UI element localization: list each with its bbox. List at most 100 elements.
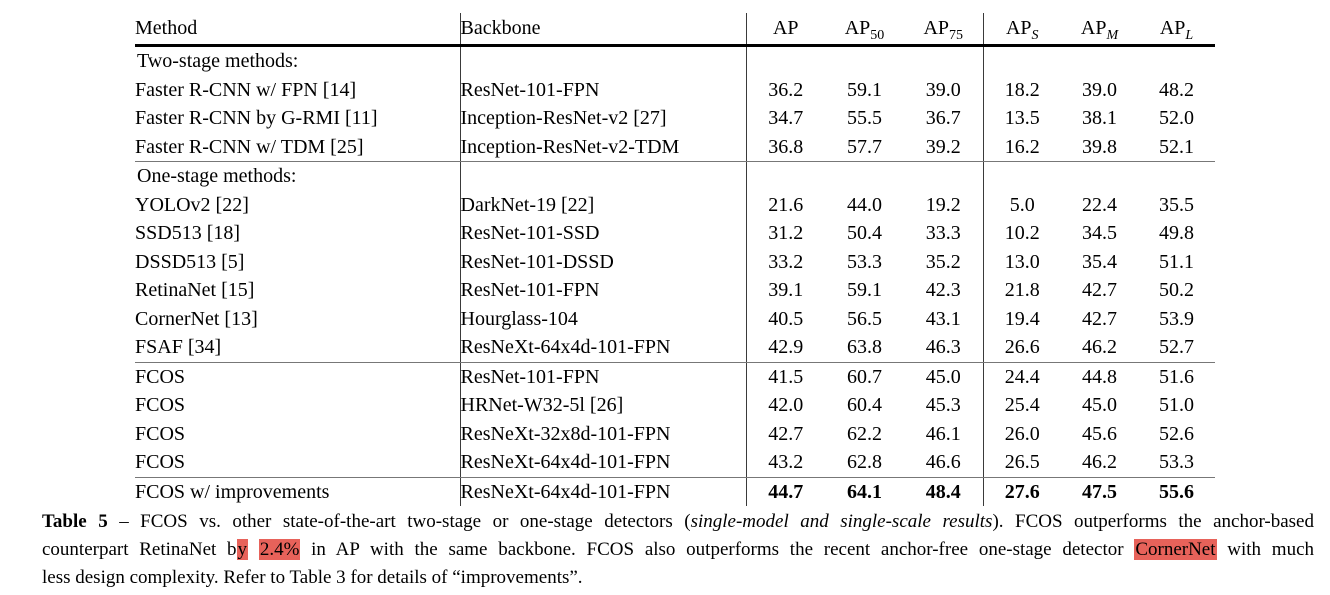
- method-cell: Faster R-CNN w/ TDM [25]: [135, 132, 461, 162]
- backbone-cell: Hourglass-104: [460, 304, 747, 333]
- column-header: Method: [135, 13, 461, 47]
- metric-cell: 62.2: [847, 422, 882, 445]
- metric-cell: [983, 46, 1061, 76]
- metric-cell: 24.4: [1004, 365, 1040, 388]
- section-row: Two-stage methods:: [135, 45, 1215, 76]
- metric-cell: 45.3: [904, 391, 984, 420]
- metric-cell: 52.6: [1159, 422, 1194, 445]
- metric-cell: 41.5: [768, 365, 804, 388]
- metric-cell: 39.1: [768, 279, 804, 301]
- caption-text: with much: [1216, 539, 1315, 560]
- table-row: FCOS ResNeXt-64x4d-101-FPN 43.2 62.8 46.6 26.…: [135, 448, 1215, 478]
- metric-cell: 40.5: [768, 307, 804, 330]
- metric-cell: 21.6: [768, 193, 804, 216]
- metric-cell: 45.0: [904, 362, 984, 391]
- table-caption: Table 5 – FCOS vs. other state-of-the-ar…: [42, 508, 1314, 592]
- method-cell: FCOS: [135, 362, 461, 391]
- metric-cell: 63.8: [825, 333, 904, 363]
- caption-text: Table 5: [42, 511, 108, 532]
- metric-cell: 36.2: [768, 78, 804, 101]
- metric-cell: 42.7: [1082, 279, 1117, 301]
- backbone-cell: DarkNet-19 [22]: [460, 190, 747, 219]
- metric-cell: [825, 162, 904, 191]
- metric-cell: 26.6: [983, 333, 1061, 363]
- metric-cell: [825, 46, 904, 76]
- column-header-subscript: 75: [949, 28, 964, 43]
- metric-cell: 45.0: [1082, 394, 1117, 416]
- backbone-cell: ResNet-101-DSSD: [460, 247, 747, 276]
- metric-cell: 43.1: [904, 304, 984, 333]
- backbone-cell: Inception-ResNet-v2 [27]: [460, 104, 747, 133]
- caption-line: counterpart RetinaNet by 2.4% in AP with…: [42, 536, 1314, 564]
- metric-cell: 45.6: [1082, 422, 1117, 445]
- column-header-subscript: M: [1106, 28, 1119, 43]
- method-cell: FSAF [34]: [135, 333, 461, 363]
- metric-cell: 21.8: [1004, 279, 1040, 301]
- results-table: Method Backbone AP AP50 AP75 APS APM APL Two-st…: [135, 13, 1215, 506]
- caption-text: [248, 539, 259, 560]
- metric-cell: 31.2: [768, 222, 804, 244]
- metric-cell: 42.7: [1082, 307, 1117, 330]
- metric-cell: 39.0: [904, 75, 984, 104]
- table-row: FCOS ResNet-101-FPN 41.5 60.7 45.0 24.4 44.8 51…: [135, 362, 1215, 391]
- metric-cell: 52.0: [1159, 107, 1194, 129]
- metric-cell: 59.1: [847, 279, 882, 301]
- metric-cell: 26.5: [983, 448, 1061, 478]
- method-cell: SSD513 [18]: [135, 219, 461, 248]
- metric-cell: 42.7: [768, 422, 804, 445]
- metric-cell: 43.2: [746, 448, 825, 478]
- column-header: AP: [746, 13, 825, 47]
- metric-cell: 44.0: [847, 193, 882, 216]
- highlight-annotation: CornerNet: [1134, 539, 1217, 560]
- caption-text: – FCOS vs. other state-of-the-art two-st…: [107, 511, 691, 532]
- column-header-subscript: L: [1185, 28, 1194, 43]
- column-header: APL: [1138, 13, 1215, 47]
- metric-cell: 22.4: [1082, 193, 1117, 216]
- metric-cell: 53.3: [1138, 448, 1215, 478]
- metric-cell: 51.1: [1159, 250, 1194, 273]
- metric-cell: 53.9: [1159, 307, 1194, 330]
- metric-cell: 60.4: [847, 394, 882, 416]
- metric-cell: 39.0: [1082, 78, 1117, 101]
- metric-cell: 51.6: [1159, 365, 1194, 388]
- column-header: APM: [1061, 13, 1138, 47]
- table-row: RetinaNet [15] ResNet-101-FPN 39.1 59.1 42.3…: [135, 276, 1215, 305]
- table-row: FSAF [34] ResNeXt-64x4d-101-FPN 42.9 63.8 46…: [135, 333, 1215, 363]
- method-cell: CornerNet [13]: [135, 304, 461, 333]
- backbone-cell: [460, 161, 747, 191]
- metric-cell: 34.5: [1082, 222, 1117, 244]
- metric-cell: 55.6: [1159, 480, 1194, 503]
- highlight-annotation: y: [236, 539, 249, 560]
- metric-cell: 35.5: [1159, 193, 1194, 216]
- metric-cell: 46.2: [1061, 448, 1138, 478]
- table-row: CornerNet [13] Hourglass-104 40.5 56.5 43.1 1…: [135, 304, 1215, 333]
- metric-cell: 5.0: [1009, 193, 1035, 216]
- table-row: DSSD513 [5] ResNet-101-DSSD 33.2 53.3 35.2 13…: [135, 247, 1215, 276]
- metric-cell: 42.9: [746, 333, 825, 363]
- table-row: FCOS ResNeXt-32x8d-101-FPN 42.7 62.2 46.1 26.…: [135, 419, 1215, 448]
- metric-cell: 36.8: [746, 132, 825, 162]
- section-row: One-stage methods:: [135, 161, 1215, 191]
- metric-cell: 46.6: [904, 448, 984, 478]
- backbone-cell: ResNet-101-SSD: [460, 219, 747, 248]
- table-row: FCOS HRNet-W32-5l [26] 42.0 60.4 45.3 25.4 45.…: [135, 391, 1215, 420]
- metric-cell: 59.1: [847, 78, 882, 101]
- metric-cell: 46.1: [904, 419, 984, 448]
- metric-cell: 57.7: [825, 132, 904, 162]
- table-row: SSD513 [18] ResNet-101-SSD 31.2 50.4 33.3 10.…: [135, 219, 1215, 248]
- backbone-cell: [460, 45, 747, 76]
- method-cell: RetinaNet [15]: [135, 276, 461, 305]
- metric-cell: 35.2: [904, 247, 984, 276]
- metric-cell: 27.6: [1004, 480, 1040, 503]
- metric-cell: 34.7: [768, 107, 804, 129]
- method-cell: Faster R-CNN by G-RMI [11]: [135, 104, 461, 133]
- metric-cell: 42.3: [904, 276, 984, 305]
- caption-text: in AP with the same backbone. FCOS also …: [300, 539, 1135, 560]
- backbone-cell: Inception-ResNet-v2-TDM: [460, 132, 747, 162]
- column-header-subscript: 50: [870, 28, 885, 43]
- backbone-cell: HRNet-W32-5l [26]: [460, 391, 747, 420]
- metric-cell: [1138, 46, 1215, 76]
- column-header: AP50: [825, 13, 904, 47]
- metric-cell: [1061, 46, 1138, 76]
- metric-cell: 55.5: [847, 107, 882, 129]
